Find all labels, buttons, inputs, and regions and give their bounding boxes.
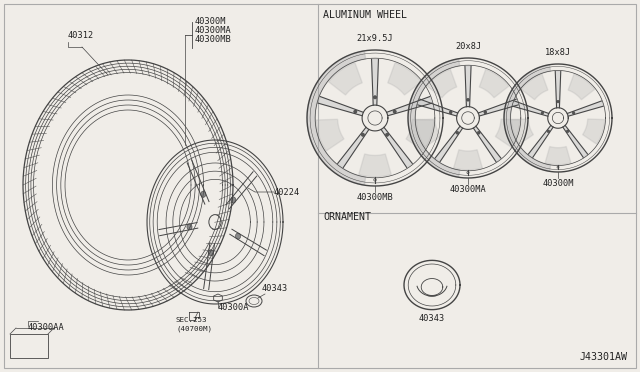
Text: 21x9.5J: 21x9.5J xyxy=(356,34,394,43)
Circle shape xyxy=(456,131,459,134)
Polygon shape xyxy=(388,63,421,95)
Text: 40300M: 40300M xyxy=(542,179,573,188)
Text: ALUMINUM WHEEL: ALUMINUM WHEEL xyxy=(323,10,407,20)
Circle shape xyxy=(541,112,544,114)
Polygon shape xyxy=(545,147,571,165)
Polygon shape xyxy=(416,119,441,147)
Polygon shape xyxy=(478,99,518,116)
Circle shape xyxy=(484,111,487,114)
Circle shape xyxy=(354,110,357,113)
Polygon shape xyxy=(359,154,391,177)
Ellipse shape xyxy=(236,233,241,239)
Polygon shape xyxy=(381,127,412,167)
Bar xyxy=(10,334,48,358)
Text: 40312: 40312 xyxy=(68,31,94,40)
Text: SEC.253: SEC.253 xyxy=(176,317,207,323)
Polygon shape xyxy=(406,119,434,151)
Circle shape xyxy=(361,133,365,137)
Polygon shape xyxy=(435,126,463,162)
Circle shape xyxy=(572,112,575,114)
Polygon shape xyxy=(582,119,605,144)
Polygon shape xyxy=(495,119,520,147)
Polygon shape xyxy=(556,71,561,108)
Polygon shape xyxy=(372,59,378,105)
Ellipse shape xyxy=(209,250,214,256)
Circle shape xyxy=(566,130,569,132)
Text: J43301AW: J43301AW xyxy=(580,352,628,362)
Polygon shape xyxy=(465,66,471,107)
Text: (40700M): (40700M) xyxy=(176,326,212,333)
Polygon shape xyxy=(521,74,548,100)
Circle shape xyxy=(467,171,469,174)
Ellipse shape xyxy=(187,224,192,230)
Polygon shape xyxy=(563,125,588,157)
Text: 40300MA: 40300MA xyxy=(450,185,486,194)
Text: 40224: 40224 xyxy=(274,188,300,197)
Polygon shape xyxy=(513,101,548,116)
Text: 40343: 40343 xyxy=(262,284,288,293)
Text: 18x8J: 18x8J xyxy=(545,48,571,57)
Text: 40300MA: 40300MA xyxy=(195,26,232,35)
Polygon shape xyxy=(504,65,550,171)
Circle shape xyxy=(449,111,452,114)
Polygon shape xyxy=(318,97,364,116)
Polygon shape xyxy=(338,127,369,167)
Circle shape xyxy=(373,96,376,99)
Polygon shape xyxy=(307,51,365,185)
Polygon shape xyxy=(529,125,553,157)
Text: ORNAMENT: ORNAMENT xyxy=(323,212,371,222)
Ellipse shape xyxy=(201,191,206,197)
Text: 40300MB: 40300MB xyxy=(356,193,394,202)
Polygon shape xyxy=(387,97,432,116)
Polygon shape xyxy=(567,101,603,116)
Text: 40300A: 40300A xyxy=(218,303,250,312)
Circle shape xyxy=(547,130,550,132)
Polygon shape xyxy=(418,99,458,116)
Polygon shape xyxy=(454,150,483,170)
Polygon shape xyxy=(474,126,501,162)
Text: 40300MB: 40300MB xyxy=(195,35,232,44)
Polygon shape xyxy=(511,119,533,144)
Polygon shape xyxy=(328,63,362,95)
Polygon shape xyxy=(316,119,344,151)
Circle shape xyxy=(557,100,559,103)
Circle shape xyxy=(557,166,559,168)
Polygon shape xyxy=(408,59,460,177)
Text: 40343: 40343 xyxy=(419,314,445,323)
Circle shape xyxy=(467,98,470,101)
Text: 20x8J: 20x8J xyxy=(455,42,481,51)
Circle shape xyxy=(374,179,376,181)
Ellipse shape xyxy=(209,215,221,230)
Circle shape xyxy=(393,110,396,113)
Text: 40300M: 40300M xyxy=(195,17,227,26)
Circle shape xyxy=(385,133,388,137)
Polygon shape xyxy=(427,69,457,98)
Circle shape xyxy=(477,131,480,134)
Text: 40300AA: 40300AA xyxy=(28,323,65,332)
Ellipse shape xyxy=(231,197,236,203)
Polygon shape xyxy=(479,69,509,98)
Polygon shape xyxy=(568,74,595,100)
